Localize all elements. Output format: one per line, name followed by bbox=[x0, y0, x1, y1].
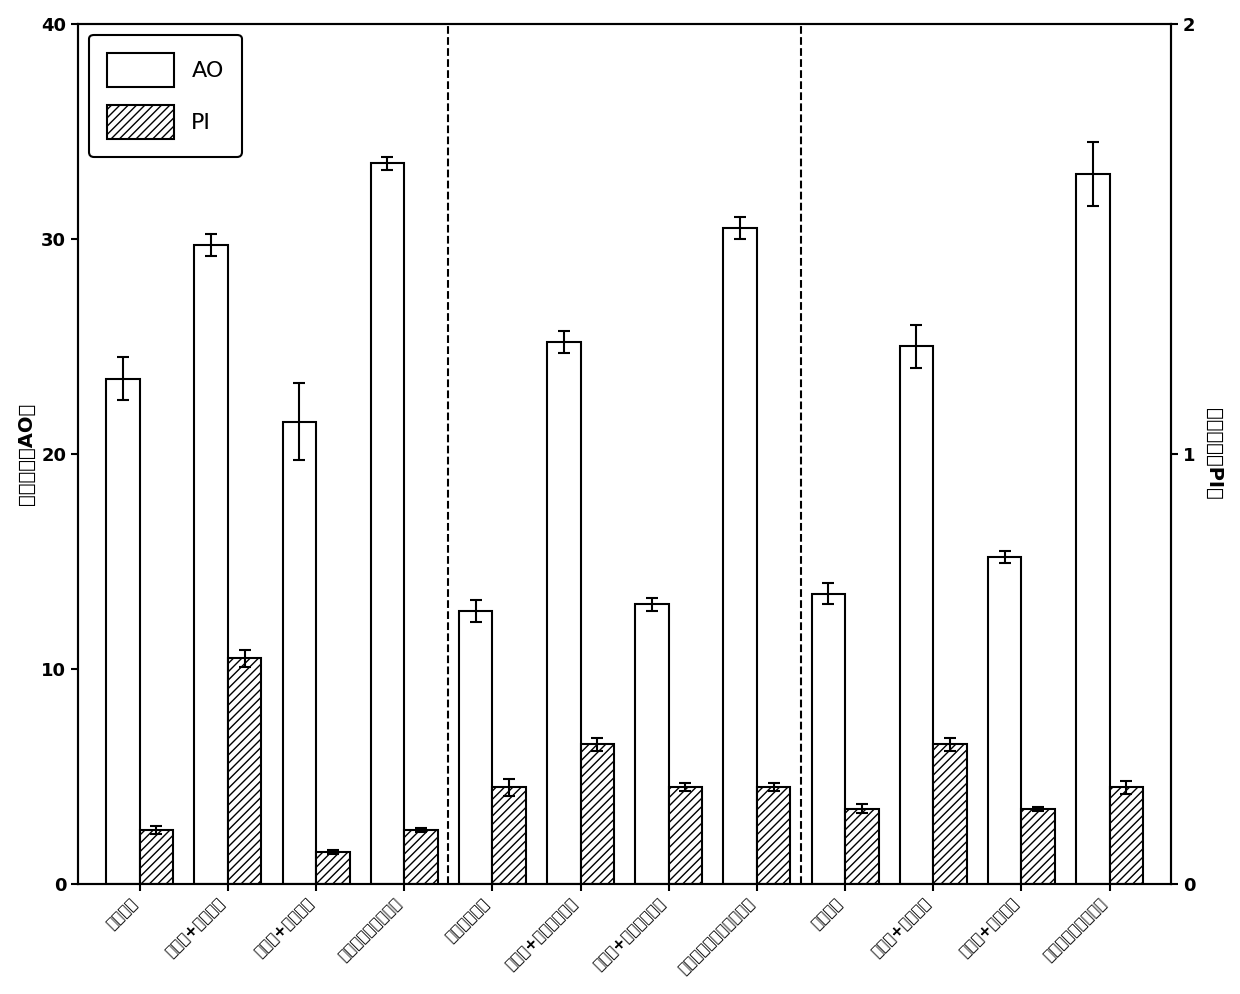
Bar bbox=[107, 379, 140, 884]
Bar bbox=[723, 228, 756, 884]
Bar bbox=[547, 342, 580, 884]
Bar bbox=[756, 787, 790, 884]
Bar bbox=[811, 593, 844, 884]
Bar bbox=[844, 809, 879, 884]
Bar bbox=[1110, 787, 1143, 884]
Bar bbox=[1022, 809, 1055, 884]
Bar bbox=[140, 830, 174, 884]
Bar bbox=[492, 787, 526, 884]
Bar bbox=[580, 745, 614, 884]
Bar bbox=[228, 658, 262, 884]
Bar bbox=[934, 745, 967, 884]
Bar bbox=[668, 787, 702, 884]
Bar bbox=[371, 163, 404, 884]
Bar bbox=[195, 246, 228, 884]
Bar bbox=[404, 830, 438, 884]
Bar bbox=[459, 610, 492, 884]
Legend: AO, PI: AO, PI bbox=[89, 35, 242, 157]
Y-axis label: 荧光强度（AO）: 荧光强度（AO） bbox=[16, 403, 36, 505]
Bar bbox=[283, 421, 316, 884]
Bar bbox=[900, 346, 934, 884]
Bar bbox=[316, 852, 350, 884]
Y-axis label: 荧光强度（PI）: 荧光强度（PI） bbox=[1204, 408, 1224, 500]
Bar bbox=[635, 604, 668, 884]
Bar bbox=[1076, 174, 1110, 884]
Bar bbox=[988, 557, 1022, 884]
